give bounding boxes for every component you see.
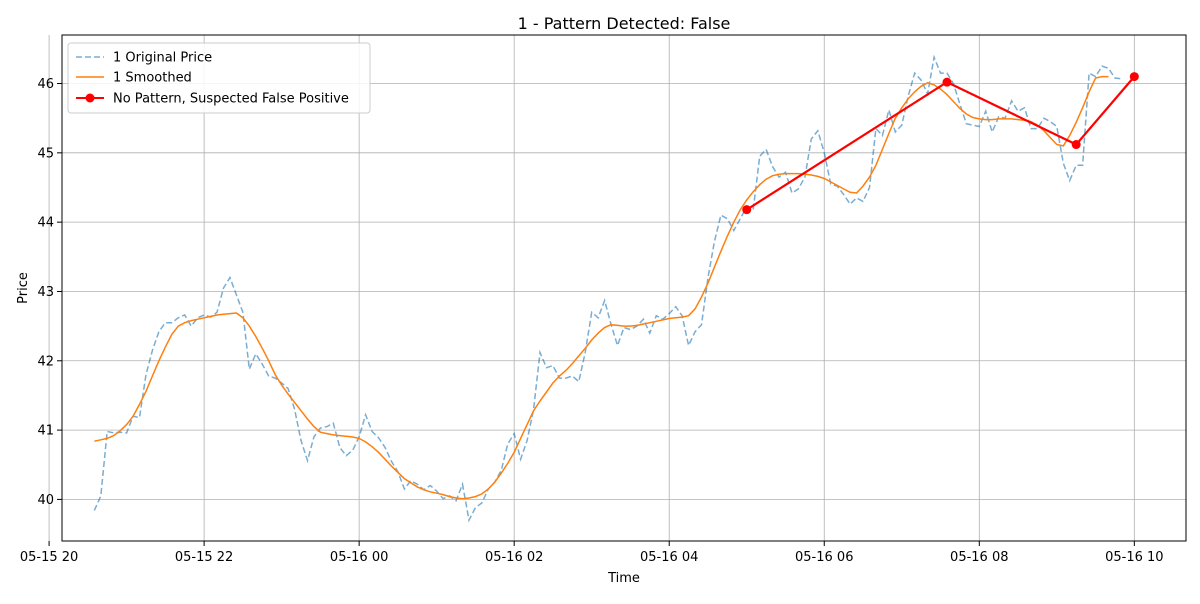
x-tick-label: 05-16 10 xyxy=(1105,550,1163,565)
chart-title: 1 - Pattern Detected: False xyxy=(518,14,731,33)
axis-ticks: 05-15 20 05-15 22 05-16 00 05-16 02 05-16 04… xyxy=(20,77,1164,565)
y-tick-label: 41 xyxy=(37,424,54,439)
y-tick-label: 46 xyxy=(37,77,54,92)
grid xyxy=(48,35,1186,541)
x-tick-label: 05-15 22 xyxy=(175,550,233,565)
pattern-point-marker xyxy=(942,77,952,87)
legend-label-pattern: No Pattern, Suspected False Positive xyxy=(113,92,349,107)
legend: 1 Original Price 1 Smoothed No Pattern, … xyxy=(67,42,371,114)
x-tick-label: 05-16 08 xyxy=(950,550,1008,565)
y-tick-label: 40 xyxy=(37,493,54,508)
plot-frame xyxy=(61,34,1187,542)
series-layer xyxy=(93,54,1139,523)
y-tick-label: 45 xyxy=(37,146,54,161)
x-tick-label: 05-16 04 xyxy=(640,550,698,565)
series-smoothed-line xyxy=(94,75,1109,500)
y-tick-label: 42 xyxy=(37,354,54,369)
y-tick-label: 44 xyxy=(37,216,54,231)
y-axis-label: Price xyxy=(16,272,31,304)
legend-marker-pattern xyxy=(85,93,95,103)
series-pattern-line xyxy=(746,75,1136,211)
pattern-point-marker xyxy=(742,205,752,215)
pattern-point-marker xyxy=(1129,72,1139,82)
legend-label-original: 1 Original Price xyxy=(113,51,212,66)
x-tick-label: 05-15 20 xyxy=(20,550,78,565)
legend-box xyxy=(67,42,371,114)
y-tick-label: 43 xyxy=(37,285,54,300)
series-original-price-line xyxy=(93,54,1122,523)
x-tick-label: 05-16 06 xyxy=(795,550,853,565)
pattern-point-marker xyxy=(1071,140,1081,150)
x-axis-label: Time xyxy=(607,571,640,586)
x-tick-label: 05-16 00 xyxy=(330,550,388,565)
legend-label-smoothed: 1 Smoothed xyxy=(113,71,192,86)
x-tick-label: 05-16 02 xyxy=(485,550,543,565)
